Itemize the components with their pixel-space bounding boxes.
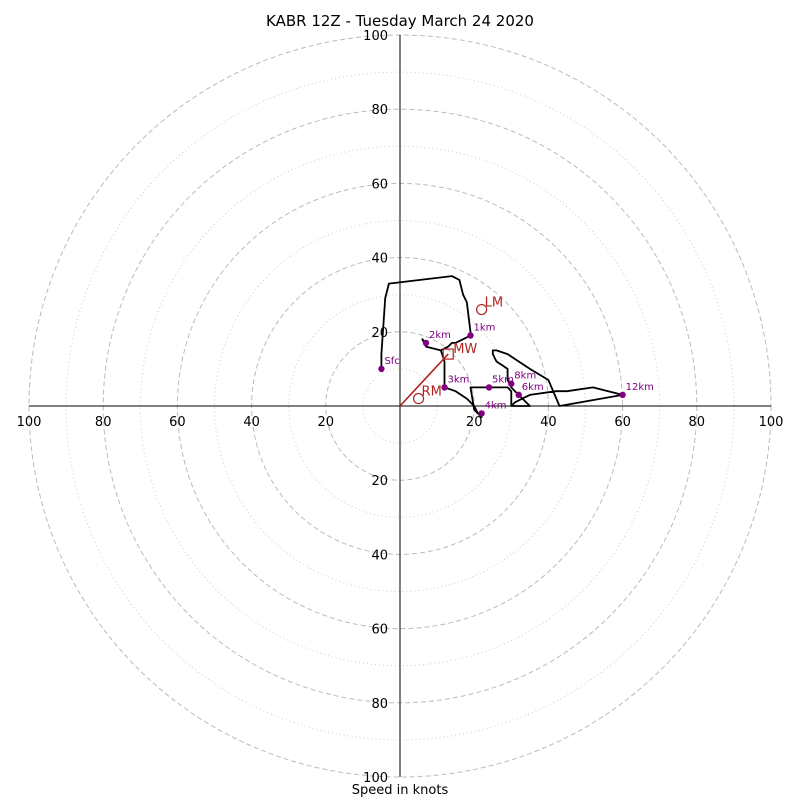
height-point-label: 3km	[448, 374, 470, 385]
y-tick-label: 100	[363, 29, 388, 44]
height-point-label: Sfc	[384, 356, 399, 367]
x-tick-label: 40	[540, 415, 557, 430]
x-tick-label: 20	[318, 415, 335, 430]
storm-motion-layer: MW LM RM	[399, 296, 503, 407]
height-point	[619, 391, 626, 399]
height-point-label: 4km	[485, 400, 507, 411]
height-point-label: 8km	[514, 371, 536, 382]
y-tick-label: 40	[371, 252, 388, 267]
height-point	[378, 365, 385, 373]
height-point-label: 12km	[626, 382, 654, 393]
y-tick-label: 100	[363, 771, 388, 786]
mean-wind-vector	[399, 353, 449, 407]
right-mover-label: RM	[422, 385, 442, 400]
y-tick-label: 80	[371, 103, 388, 118]
height-point-label: 6km	[522, 382, 544, 393]
x-tick-label: 40	[243, 415, 260, 430]
x-tick-label: 100	[17, 415, 42, 430]
chart-title: KABR 12Z - Tuesday March 24 2020	[266, 12, 534, 30]
height-point	[485, 384, 493, 391]
x-tick-label: 80	[689, 415, 706, 430]
x-tick-label: 60	[169, 415, 186, 430]
y-tick-label: 60	[371, 623, 388, 638]
y-tick-label: 20	[371, 474, 388, 489]
tick-labels: 100 100 80 80 60 60 40 40 20 20 20 20 40 40 60 60 80 80 10…	[17, 29, 784, 786]
right-mover-marker	[412, 392, 425, 405]
height-point-label: 5km	[492, 374, 514, 385]
y-tick-label: 20	[371, 326, 388, 341]
height-point	[508, 380, 515, 387]
y-tick-label: 60	[371, 177, 388, 192]
left-mover-marker	[476, 303, 488, 316]
height-point	[467, 332, 474, 339]
x-tick-label: 100	[759, 415, 784, 430]
x-tick-label: 60	[614, 415, 631, 430]
mean-wind-marker	[442, 348, 454, 360]
height-point-label: 1km	[473, 323, 495, 334]
hodograph-trace-layer	[380, 275, 624, 419]
x-tick-label: 20	[466, 415, 483, 430]
x-axis-label: Speed in knots	[351, 783, 449, 798]
hodograph-trace	[380, 275, 624, 419]
left-mover-label: LM	[485, 296, 503, 311]
height-point	[441, 384, 448, 391]
height-point	[422, 339, 430, 347]
height-point	[515, 391, 522, 399]
height-point	[478, 410, 485, 417]
y-tick-label: 40	[371, 548, 388, 563]
mean-wind-label: MW	[453, 342, 477, 357]
y-tick-label: 80	[371, 697, 388, 712]
height-point-label: 2km	[429, 330, 451, 341]
x-tick-label: 80	[95, 415, 112, 430]
